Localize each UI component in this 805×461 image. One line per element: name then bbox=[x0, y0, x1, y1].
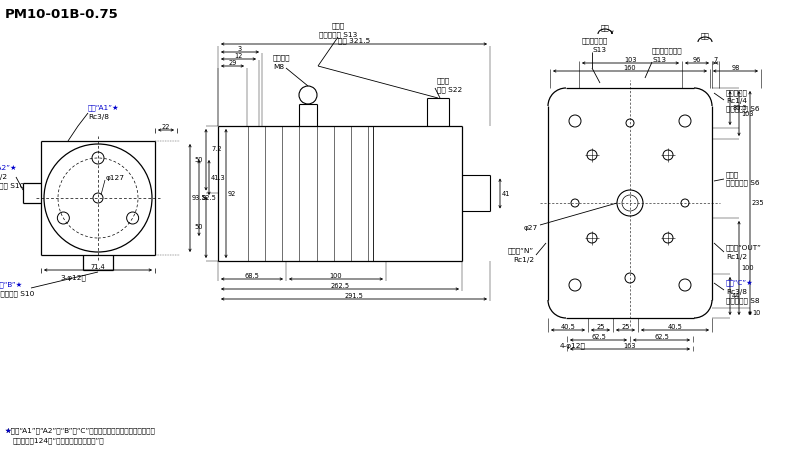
Text: 235: 235 bbox=[752, 200, 765, 206]
Text: ★: ★ bbox=[5, 428, 11, 434]
Text: φ127: φ127 bbox=[106, 175, 125, 181]
Text: 40.5: 40.5 bbox=[560, 324, 576, 330]
Text: 油塞内六角 S10: 油塞内六角 S10 bbox=[0, 183, 24, 189]
Text: 41.3: 41.3 bbox=[211, 175, 225, 181]
Text: 291.5: 291.5 bbox=[345, 293, 363, 299]
Text: 7.2: 7.2 bbox=[211, 146, 221, 152]
Text: 100: 100 bbox=[330, 273, 342, 279]
Text: 油塞 S22: 油塞 S22 bbox=[437, 87, 462, 93]
Text: 163: 163 bbox=[624, 343, 636, 349]
Text: S13: S13 bbox=[592, 47, 606, 53]
Text: 103: 103 bbox=[624, 57, 637, 63]
Text: 起吊螺钉: 起吊螺钉 bbox=[273, 55, 291, 61]
Text: 减小: 减小 bbox=[700, 33, 709, 39]
Text: Rc3/8: Rc3/8 bbox=[726, 289, 747, 295]
Text: 93.5: 93.5 bbox=[192, 195, 207, 201]
Text: 103: 103 bbox=[741, 111, 753, 117]
Text: 3: 3 bbox=[238, 46, 242, 52]
Text: 98: 98 bbox=[731, 65, 740, 71]
Text: 接口“A2”★: 接口“A2”★ bbox=[0, 165, 18, 171]
Text: φ27: φ27 bbox=[524, 225, 538, 231]
Text: 12: 12 bbox=[234, 53, 242, 59]
Text: 油塞内六角 S10: 油塞内六角 S10 bbox=[0, 291, 35, 297]
Text: 接口“B”★: 接口“B”★ bbox=[0, 282, 23, 288]
Text: 80.5: 80.5 bbox=[732, 105, 747, 111]
Text: 详情请参见124页“电机泵使用注意事项”。: 详情请参见124页“电机泵使用注意事项”。 bbox=[13, 437, 105, 444]
Text: 升压: 升压 bbox=[601, 25, 609, 31]
Text: S13: S13 bbox=[652, 57, 666, 63]
Text: 262.5: 262.5 bbox=[330, 283, 349, 289]
Text: Rc1/4: Rc1/4 bbox=[726, 98, 747, 104]
Text: 82.5: 82.5 bbox=[201, 195, 216, 201]
Text: Rc1/2: Rc1/2 bbox=[726, 254, 747, 260]
Text: 22: 22 bbox=[162, 124, 170, 130]
Text: 输出口“OUT”: 输出口“OUT” bbox=[726, 245, 762, 251]
Text: 25: 25 bbox=[597, 324, 605, 330]
Text: 接口“C”★: 接口“C”★ bbox=[726, 280, 753, 286]
Text: 最大 321.5: 最大 321.5 bbox=[338, 38, 370, 44]
Text: 40.5: 40.5 bbox=[667, 324, 683, 330]
Text: 压力检测口: 压力检测口 bbox=[726, 90, 748, 96]
Text: 50: 50 bbox=[195, 224, 203, 230]
Text: 4-φ12孔: 4-φ12孔 bbox=[560, 343, 586, 349]
Text: ★接口“A1”、“A2”、“B”、“C”按安装姿势不同使用目的也不同。: ★接口“A1”、“A2”、“B”、“C”按安装姿势不同使用目的也不同。 bbox=[5, 428, 156, 434]
Text: 7: 7 bbox=[713, 57, 717, 63]
Text: 压力调节螺钉: 压力调节螺钉 bbox=[582, 38, 608, 44]
Text: 10: 10 bbox=[752, 310, 761, 316]
Text: Rc1/2: Rc1/2 bbox=[0, 174, 7, 180]
Text: 100: 100 bbox=[741, 265, 753, 271]
Text: 加油口: 加油口 bbox=[437, 78, 450, 84]
Text: 接口“A1”★: 接口“A1”★ bbox=[88, 105, 120, 112]
Text: PM10-01B-0.75: PM10-01B-0.75 bbox=[5, 8, 119, 21]
Text: 92: 92 bbox=[228, 190, 237, 196]
Text: 油塞内六角 S6: 油塞内六角 S6 bbox=[726, 106, 759, 112]
Text: 油塞内六角 S13: 油塞内六角 S13 bbox=[319, 32, 357, 38]
Text: 吸入口“N”: 吸入口“N” bbox=[508, 248, 534, 254]
Text: 41: 41 bbox=[502, 190, 510, 196]
Text: 油塞内六角 S8: 油塞内六角 S8 bbox=[726, 298, 760, 304]
Text: 3-φ12孔: 3-φ12孔 bbox=[60, 275, 86, 281]
Text: 流量调节器螺钉: 流量调节器螺钉 bbox=[652, 47, 683, 54]
Text: 62.5: 62.5 bbox=[654, 334, 669, 340]
Text: Rc3/8: Rc3/8 bbox=[88, 114, 109, 120]
Text: 加油口: 加油口 bbox=[332, 23, 345, 30]
Text: 71.4: 71.4 bbox=[91, 264, 105, 270]
Text: 160: 160 bbox=[624, 65, 636, 71]
Text: Rc1/2: Rc1/2 bbox=[513, 257, 534, 263]
Text: 44: 44 bbox=[732, 293, 741, 299]
Text: 油塞内六角 S6: 油塞内六角 S6 bbox=[726, 180, 759, 186]
Text: 50: 50 bbox=[195, 157, 203, 163]
Text: M8: M8 bbox=[273, 64, 284, 70]
Text: 62.5: 62.5 bbox=[591, 334, 606, 340]
Text: 96: 96 bbox=[693, 57, 701, 63]
Text: 29: 29 bbox=[229, 60, 237, 66]
Text: 25: 25 bbox=[621, 324, 630, 330]
Text: 68.5: 68.5 bbox=[245, 273, 259, 279]
Text: 排气口: 排气口 bbox=[726, 171, 739, 178]
